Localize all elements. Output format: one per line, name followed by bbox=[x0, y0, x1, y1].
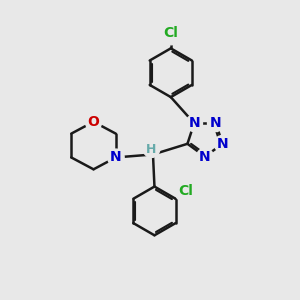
Circle shape bbox=[174, 179, 197, 202]
Circle shape bbox=[208, 115, 224, 131]
Text: N: N bbox=[210, 116, 222, 130]
Text: O: O bbox=[88, 115, 100, 129]
Text: N: N bbox=[199, 149, 211, 164]
Text: Cl: Cl bbox=[178, 184, 193, 198]
Text: N: N bbox=[110, 150, 122, 164]
Circle shape bbox=[160, 22, 182, 45]
Text: N: N bbox=[188, 116, 200, 130]
Circle shape bbox=[186, 115, 202, 131]
Circle shape bbox=[197, 148, 213, 165]
Text: H: H bbox=[146, 142, 157, 156]
Text: N: N bbox=[217, 137, 228, 151]
Circle shape bbox=[107, 149, 124, 166]
Text: Cl: Cl bbox=[164, 26, 178, 40]
Circle shape bbox=[143, 141, 160, 158]
Circle shape bbox=[214, 136, 231, 152]
Circle shape bbox=[85, 113, 102, 130]
